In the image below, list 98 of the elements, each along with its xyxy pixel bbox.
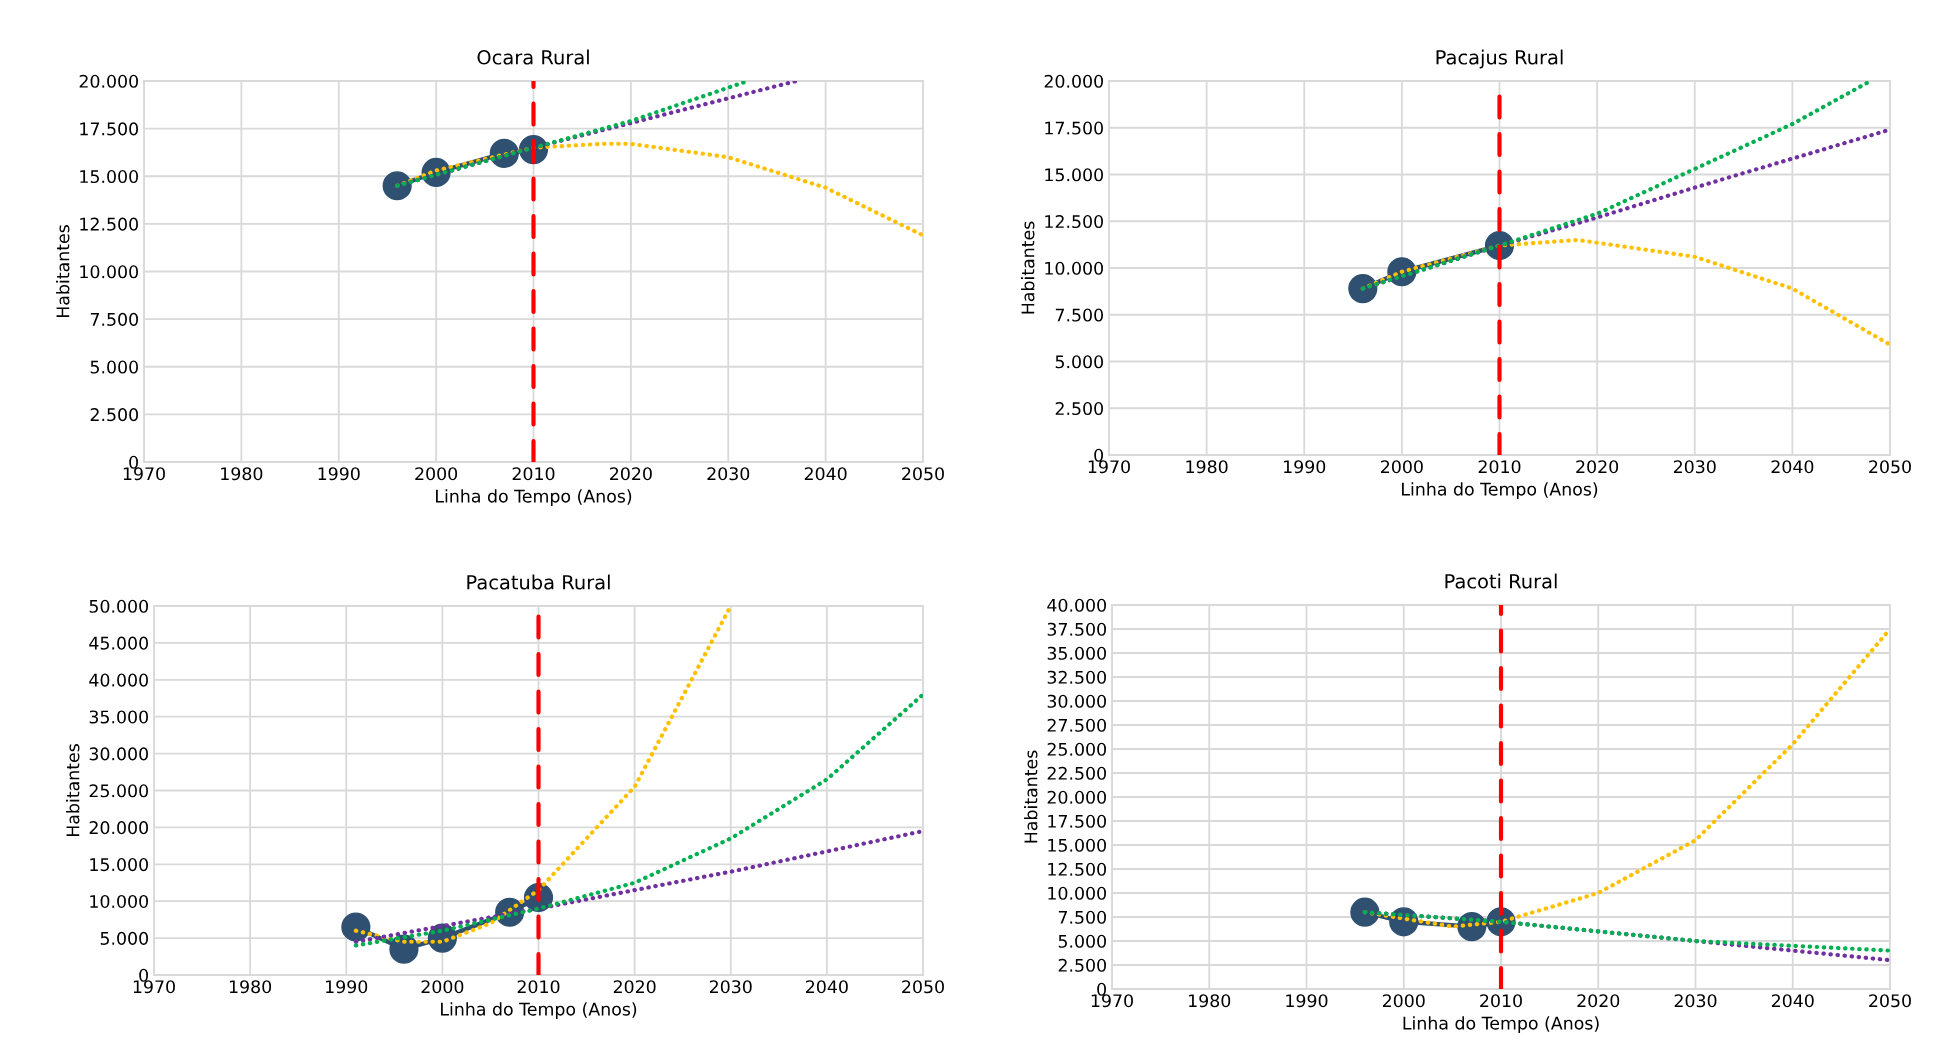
chart-title: Ocara Rural (477, 49, 589, 65)
y-tick-label: 20.000 (79, 74, 138, 88)
y-tick-label: 12.500 (1048, 862, 1106, 876)
y-tick-label: 10.000 (80, 265, 138, 279)
y-tick-label: 17.500 (1045, 121, 1103, 135)
point (1348, 273, 1378, 304)
x-tick-label: 2000 (421, 980, 464, 994)
y-tick-label: 12.500 (1045, 214, 1103, 229)
x-tick-label: 2030 (707, 467, 750, 481)
x-tick-label: 2010 (512, 467, 555, 481)
y-axis-title: Habitantes (1021, 221, 1035, 314)
x-tick-label: 2050 (1869, 994, 1911, 1008)
y-tick-label: 17.500 (1048, 814, 1106, 828)
y-tick-label: 37.500 (1047, 622, 1106, 636)
y-tick-label: 15.000 (1045, 168, 1103, 182)
line-series (353, 692, 923, 948)
chart-title: Pacatuba Rural (467, 574, 610, 590)
y-tick-label: 32.500 (1047, 670, 1106, 684)
y-tick-label: 17.500 (80, 122, 138, 136)
y-tick-label: 5.000 (1055, 355, 1103, 369)
x-axis-title: Linha do Tempo (Anos) (1402, 482, 1598, 500)
chart-title: Pacoti Rural (1445, 573, 1557, 589)
x-tick-label: 2010 (1480, 994, 1522, 1008)
y-tick-label: 12.500 (80, 217, 138, 231)
y-tick-label: 7.500 (90, 312, 138, 326)
x-tick-label: 1990 (1284, 460, 1326, 474)
x-tick-label: 2000 (1382, 994, 1425, 1008)
x-tick-label: 1980 (221, 467, 263, 481)
y-tick-label: 30.000 (89, 747, 148, 761)
y-tick-label: 25.000 (89, 784, 148, 798)
x-tick-label: 1980 (1189, 994, 1231, 1008)
point (341, 912, 371, 942)
y-tick-label: 5.000 (100, 931, 148, 945)
y-tick-label: 22.500 (1047, 766, 1106, 780)
y-tick-label: 50.000 (89, 599, 148, 613)
x-tick-label: 2000 (1381, 460, 1423, 474)
y-axis-title: Habitantes (56, 225, 70, 318)
x-tick-label: 1980 (229, 980, 272, 994)
x-tick-label: 2030 (1673, 460, 1716, 474)
x-tick-label: 2040 (1771, 460, 1814, 474)
y-tick-label: 15.000 (90, 858, 148, 872)
x-tick-label: 1990 (1286, 994, 1328, 1008)
y-tick-label: 15.000 (1048, 838, 1106, 852)
x-tick-label: 2050 (902, 980, 944, 994)
y-tick-label: 5.000 (90, 360, 138, 374)
x-tick-label: 2040 (806, 980, 848, 994)
y-tick-label: 2.500 (90, 408, 138, 422)
y-tick-label: 10.000 (90, 894, 148, 909)
x-tick-label: 2030 (709, 980, 752, 994)
x-tick-label: 2040 (1771, 994, 1814, 1008)
x-tick-label: 2020 (1577, 994, 1620, 1008)
y-axis-title: Habitantes (66, 744, 80, 837)
y-tick-label: 0 (129, 455, 138, 469)
x-tick-label: 2020 (1576, 460, 1619, 474)
x-tick-label: 1990 (326, 980, 368, 994)
x-axis-title: Linha do Tempo (Anos) (436, 489, 632, 507)
x-axis-title: Linha do Tempo (Anos) (441, 1002, 637, 1020)
y-tick-label: 7.500 (1055, 308, 1103, 322)
x-tick-label: 1990 (318, 467, 360, 481)
y-tick-label: 2.500 (1058, 958, 1106, 972)
x-tick-label: 1980 (1186, 460, 1228, 474)
point (382, 171, 412, 201)
x-tick-label: 2010 (1478, 460, 1521, 474)
y-tick-label: 0 (139, 968, 148, 982)
y-tick-label: 5.000 (1058, 934, 1106, 948)
x-tick-label: 1970 (1091, 994, 1133, 1008)
x-tick-label: 1970 (123, 467, 165, 481)
x-tick-label: 1970 (133, 980, 175, 994)
y-tick-label: 35.000 (1047, 646, 1106, 660)
y-tick-label: 7.500 (1058, 910, 1106, 924)
y-tick-label: 45.000 (89, 636, 148, 650)
y-axis-title: Habitantes (1024, 750, 1038, 843)
x-tick-label: 2000 (415, 467, 458, 481)
y-tick-label: 40.000 (89, 673, 148, 687)
x-tick-label: 2020 (610, 467, 652, 481)
y-tick-label: 10.000 (1048, 886, 1106, 900)
x-tick-label: 2020 (613, 980, 656, 994)
y-tick-label: 35.000 (89, 710, 148, 724)
x-tick-label: 2040 (804, 467, 847, 481)
y-tick-label: 2.500 (1055, 401, 1103, 416)
x-axis-title: Linha do Tempo (Anos) (1403, 1016, 1599, 1034)
y-tick-label: 27.500 (1047, 718, 1106, 732)
y-tick-label: 30.000 (1047, 694, 1106, 708)
y-tick-label: 20.000 (1047, 790, 1106, 804)
y-tick-label: 20.000 (1044, 74, 1103, 88)
y-tick-label: 20.000 (89, 821, 148, 835)
y-tick-label: 25.000 (1047, 742, 1106, 756)
x-tick-label: 2050 (1869, 460, 1911, 474)
y-tick-label: 40.000 (1047, 598, 1106, 612)
x-tick-label: 2030 (1674, 994, 1717, 1008)
chart-title: Pacajus Rural (1436, 49, 1563, 69)
x-tick-label: 2010 (517, 980, 560, 994)
y-tick-label: 10.000 (1045, 261, 1103, 275)
y-tick-label: 0 (1097, 982, 1106, 996)
x-tick-label: 2050 (902, 467, 944, 481)
x-tick-label: 1970 (1088, 460, 1130, 474)
y-tick-label: 0 (1094, 448, 1103, 462)
y-tick-label: 15.000 (80, 169, 138, 184)
